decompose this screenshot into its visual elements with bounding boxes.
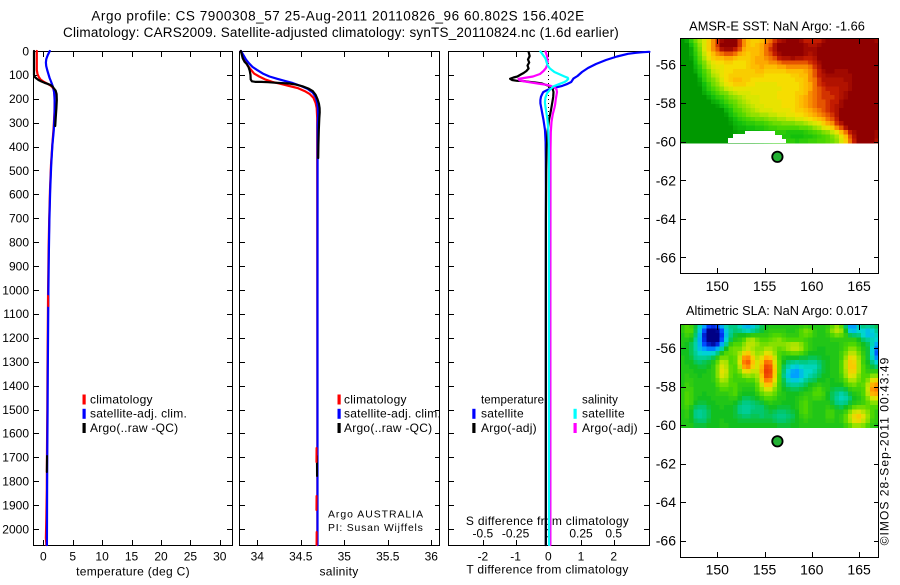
svg-text:1100: 1100 <box>3 307 29 321</box>
svg-text:0.25: 0.25 <box>569 527 593 541</box>
svg-text:1300: 1300 <box>2 355 29 369</box>
svg-text:-56: -56 <box>656 57 676 73</box>
svg-text:1600: 1600 <box>2 427 29 441</box>
svg-text:200: 200 <box>9 92 29 106</box>
svg-text:-62: -62 <box>656 172 676 188</box>
svg-text:155: 155 <box>753 278 777 294</box>
svg-text:165: 165 <box>847 562 871 578</box>
svg-text:25: 25 <box>184 550 198 564</box>
svg-text:salinity: salinity <box>582 395 618 407</box>
svg-text:1400: 1400 <box>2 379 29 393</box>
svg-text:100: 100 <box>9 68 29 82</box>
svg-text:S difference from climatology: S difference from climatology <box>466 514 629 528</box>
svg-text:-64: -64 <box>656 494 676 510</box>
svg-text:Argo(-adj): Argo(-adj) <box>582 421 638 435</box>
svg-text:1800: 1800 <box>2 475 29 489</box>
svg-text:AMSR-E SST: NaN Argo: -1.66: AMSR-E SST: NaN Argo: -1.66 <box>689 19 865 34</box>
svg-text:36: 36 <box>425 550 439 564</box>
svg-text:Argo profile: CS 7900308_57 25: Argo profile: CS 7900308_57 25-Aug-2011 … <box>91 9 584 24</box>
svg-text:1900: 1900 <box>2 498 29 512</box>
svg-text:-56: -56 <box>656 340 676 356</box>
svg-text:Altimetric SLA: NaN Argo: 0.01: Altimetric SLA: NaN Argo: 0.017 <box>686 303 868 318</box>
svg-text:300: 300 <box>9 116 29 130</box>
svg-text:34.5: 34.5 <box>289 550 313 564</box>
svg-text:Argo(..raw -QC): Argo(..raw -QC) <box>344 421 432 435</box>
svg-text:900: 900 <box>9 259 29 273</box>
svg-text:160: 160 <box>800 278 824 294</box>
svg-text:©IMOS 28-Sep-2011 00:43:49: ©IMOS 28-Sep-2011 00:43:49 <box>878 357 892 546</box>
svg-text:-0.25: -0.25 <box>502 527 530 541</box>
svg-text:-0.5: -0.5 <box>473 527 494 541</box>
svg-text:-58: -58 <box>656 379 676 395</box>
svg-text:-1: -1 <box>510 550 521 564</box>
svg-text:35: 35 <box>338 550 352 564</box>
svg-text:-60: -60 <box>656 417 676 433</box>
svg-text:155: 155 <box>753 562 777 578</box>
svg-text:temperature (deg C): temperature (deg C) <box>76 565 190 579</box>
svg-text:satellite-adj. clim.: satellite-adj. clim. <box>344 407 441 421</box>
svg-text:600: 600 <box>9 188 29 202</box>
svg-text:500: 500 <box>9 164 29 178</box>
svg-text:1700: 1700 <box>2 451 29 465</box>
svg-text:0: 0 <box>22 44 29 58</box>
svg-text:15: 15 <box>125 550 139 564</box>
svg-text:0: 0 <box>545 550 552 564</box>
svg-text:-2: -2 <box>478 550 489 564</box>
svg-text:-60: -60 <box>656 134 676 150</box>
svg-text:climatology: climatology <box>344 392 407 406</box>
svg-text:salinity: salinity <box>319 565 358 579</box>
svg-text:700: 700 <box>9 212 29 226</box>
svg-text:0: 0 <box>40 550 47 564</box>
svg-text:35.5: 35.5 <box>376 550 400 564</box>
svg-text:T difference from climatology: T difference from climatology <box>466 563 628 577</box>
svg-text:-66: -66 <box>656 533 676 549</box>
svg-text:-64: -64 <box>656 211 676 227</box>
svg-text:-66: -66 <box>656 249 676 265</box>
svg-text:-62: -62 <box>656 456 676 472</box>
svg-text:-58: -58 <box>656 95 676 111</box>
svg-text:30: 30 <box>213 550 227 564</box>
svg-text:Argo(-adj): Argo(-adj) <box>481 421 537 435</box>
svg-text:800: 800 <box>9 236 29 250</box>
svg-text:150: 150 <box>706 278 730 294</box>
svg-text:34: 34 <box>251 550 265 564</box>
svg-text:2000: 2000 <box>2 522 29 536</box>
svg-text:satellite: satellite <box>582 407 625 421</box>
svg-text:2: 2 <box>610 550 617 564</box>
svg-text:1: 1 <box>578 550 585 564</box>
svg-text:160: 160 <box>800 562 824 578</box>
svg-text:10: 10 <box>95 550 109 564</box>
svg-text:20: 20 <box>154 550 168 564</box>
svg-text:PI: Susan Wijffels: PI: Susan Wijffels <box>328 523 424 534</box>
svg-text:165: 165 <box>847 278 871 294</box>
svg-text:Climatology: CARS2009. Satelli: Climatology: CARS2009. Satellite-adjuste… <box>63 25 619 40</box>
svg-text:satellite-adj. clim.: satellite-adj. clim. <box>90 407 187 421</box>
svg-text:5: 5 <box>69 550 76 564</box>
svg-text:0.5: 0.5 <box>605 527 622 541</box>
svg-text:Argo AUSTRALIA: Argo AUSTRALIA <box>328 510 424 521</box>
svg-text:Argo(..raw -QC): Argo(..raw -QC) <box>90 421 178 435</box>
svg-text:satellite: satellite <box>481 407 524 421</box>
svg-text:1200: 1200 <box>2 331 29 345</box>
svg-text:150: 150 <box>706 562 730 578</box>
svg-text:temperature: temperature <box>481 395 544 407</box>
svg-text:1000: 1000 <box>2 283 29 297</box>
svg-text:400: 400 <box>9 140 29 154</box>
svg-text:climatology: climatology <box>90 392 153 406</box>
svg-text:1500: 1500 <box>2 403 29 417</box>
